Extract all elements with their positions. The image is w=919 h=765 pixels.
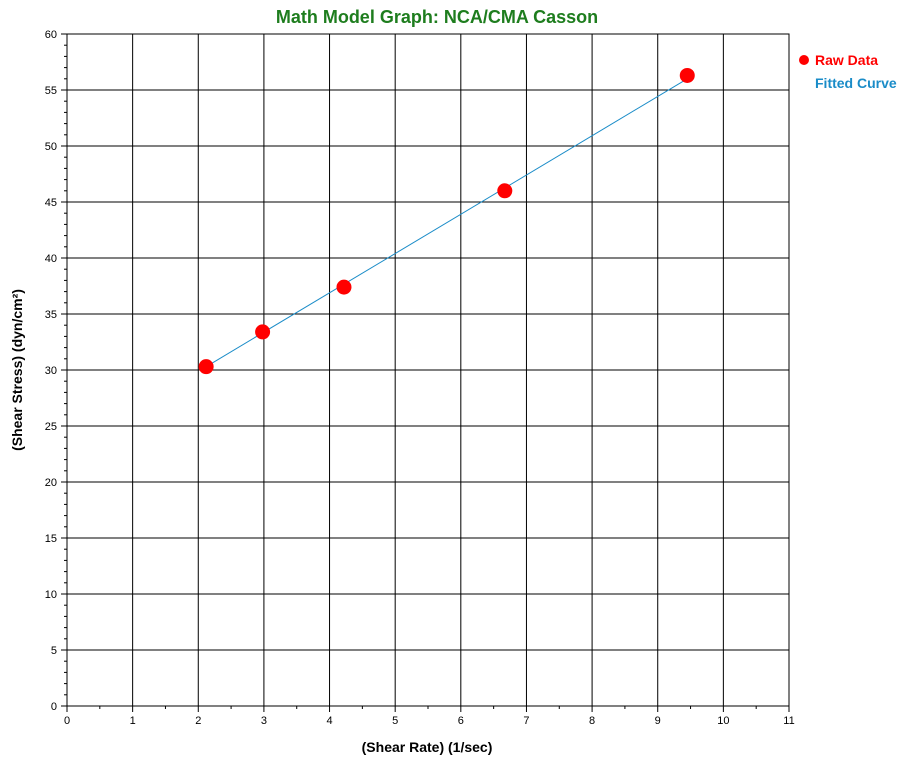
legend: Raw Data Fitted Curve (799, 52, 897, 91)
raw-data-point (198, 359, 214, 375)
legend-fitted-curve-label: Fitted Curve (815, 75, 897, 91)
fitted-curve-line (205, 78, 688, 368)
y-tick-label: 50 (45, 141, 57, 153)
legend-raw-data-label: Raw Data (815, 52, 878, 68)
series (198, 67, 695, 375)
y-axis-ticks: 0 5 10 15 20 25 30 35 40 45 50 55 60 (45, 29, 67, 713)
grid (66, 33, 790, 707)
y-axis-title: (Shear Stress) (dyn/cm²) (9, 289, 25, 451)
y-tick-label: 40 (45, 253, 57, 265)
x-tick-label: 6 (458, 715, 464, 727)
y-tick-label: 10 (45, 589, 57, 601)
chart-title: Math Model Graph: NCA/CMA Casson (276, 7, 598, 27)
x-tick-label: 0 (64, 715, 70, 727)
y-tick-label: 60 (45, 29, 57, 41)
x-axis-ticks: 0 1 2 3 4 5 6 7 8 9 10 11 (64, 706, 795, 727)
x-tick-label: 4 (326, 715, 332, 727)
y-tick-label: 5 (51, 645, 57, 657)
x-tick-label: 2 (195, 715, 201, 727)
raw-data-point (497, 183, 513, 199)
x-tick-label: 10 (717, 715, 729, 727)
x-tick-label: 8 (589, 715, 595, 727)
y-tick-label: 25 (45, 421, 57, 433)
y-tick-label: 35 (45, 309, 57, 321)
raw-data-point (679, 67, 695, 83)
minor-ticks (64, 44, 757, 709)
x-tick-label: 9 (655, 715, 661, 727)
x-tick-label: 3 (261, 715, 267, 727)
x-axis-title: (Shear Rate) (1/sec) (362, 739, 493, 755)
y-tick-label: 20 (45, 477, 57, 489)
raw-data-point (255, 324, 271, 340)
raw-data-point (336, 279, 352, 295)
y-tick-label: 15 (45, 533, 57, 545)
x-tick-label: 1 (130, 715, 136, 727)
y-tick-label: 55 (45, 85, 57, 97)
x-tick-label: 7 (523, 715, 529, 727)
y-tick-label: 30 (45, 365, 57, 377)
legend-raw-data-marker (799, 55, 809, 65)
x-tick-label: 5 (392, 715, 398, 727)
x-tick-label: 11 (783, 715, 794, 727)
y-tick-label: 45 (45, 197, 57, 209)
y-tick-label: 0 (51, 701, 57, 713)
